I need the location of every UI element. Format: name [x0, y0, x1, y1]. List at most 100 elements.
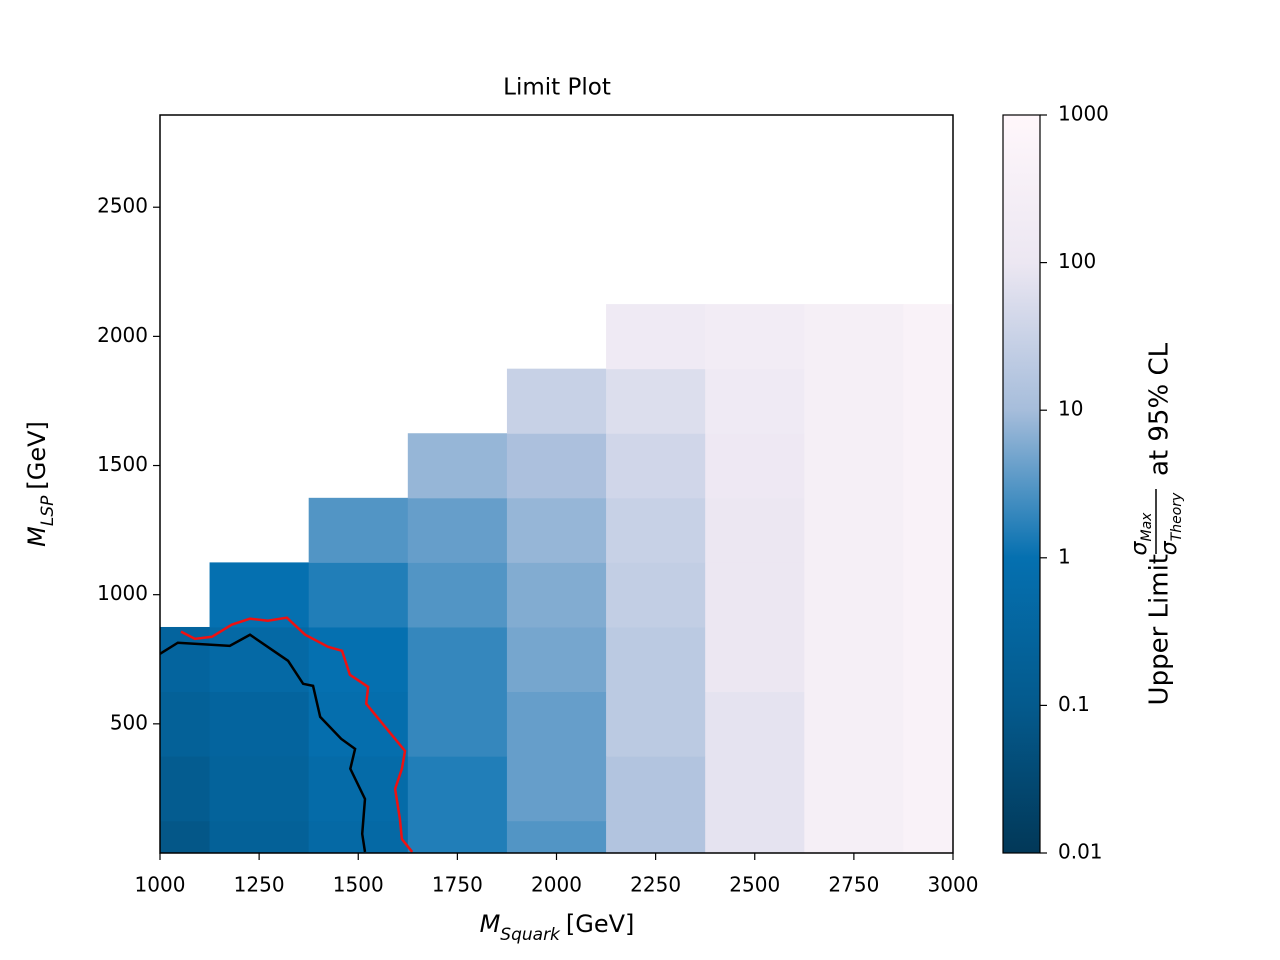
heatmap-cell [804, 756, 904, 822]
heatmap-cell [804, 820, 904, 853]
heatmap-cell [804, 626, 904, 693]
heatmap-cell [506, 368, 607, 434]
colorbar-tick-label: 0.1 [1058, 692, 1090, 716]
heatmap-cell [407, 691, 508, 757]
colorbar-tick-label: 10 [1058, 397, 1083, 421]
heatmap-cell [705, 497, 805, 563]
x-tick-label: 2750 [828, 873, 879, 897]
colorbar-num: σMax [1127, 512, 1155, 556]
heatmap-cell [407, 820, 508, 853]
y-label-symbol: M [23, 526, 51, 547]
contour-line [160, 633, 367, 853]
heatmap-cell [209, 820, 310, 853]
heatmap-cell [705, 626, 805, 693]
num-sym: σ [1127, 540, 1152, 555]
heatmap-cell [209, 562, 310, 628]
heatmap-cell [903, 626, 953, 693]
den-sub: Theory [1169, 492, 1185, 541]
heatmap-cell [705, 820, 805, 853]
heatmap-cell [804, 562, 904, 628]
heatmap-cell [606, 756, 706, 822]
x-tick-label: 2000 [531, 873, 582, 897]
heatmap-cell [804, 304, 904, 370]
heatmap-cell [506, 626, 607, 693]
heatmap-cell [506, 756, 607, 822]
heatmap-cell [804, 433, 904, 499]
heatmap-cell [506, 433, 607, 499]
heatmap-cell [506, 820, 607, 853]
heatmap-cell [209, 626, 310, 693]
x-tick-label: 1250 [234, 873, 285, 897]
y-label-sub: LSP [38, 495, 58, 526]
x-label-symbol: M [480, 910, 501, 938]
heatmap-cell [606, 562, 706, 628]
heatmap-cell [160, 756, 211, 822]
colorbar-tick-label: 1 [1058, 544, 1071, 568]
x-tick-label: 1500 [333, 873, 384, 897]
heatmap-cell [705, 562, 805, 628]
heatmap-cell [407, 562, 508, 628]
x-tick-label: 3000 [928, 873, 979, 897]
heatmap-cell [705, 756, 805, 822]
heatmap-cell [160, 820, 211, 853]
heatmap-cell [308, 820, 409, 853]
heatmap-cell [903, 691, 953, 757]
x-axis-label: MSquark [GeV] [480, 910, 635, 945]
heatmap-cell [209, 691, 310, 757]
colorbar-tick-label: 100 [1058, 249, 1096, 273]
heatmap-cell [407, 497, 508, 563]
num-sub: Max [1139, 512, 1155, 542]
heatmap-cell [903, 433, 953, 499]
x-tick-label: 2250 [630, 873, 681, 897]
y-tick-label: 2500 [97, 194, 148, 218]
y-label-unit: [GeV] [23, 421, 51, 490]
contours [160, 616, 414, 853]
y-tick-label: 1500 [97, 452, 148, 476]
y-tick-label: 500 [110, 710, 148, 734]
heatmap-cell [606, 368, 706, 434]
heatmap-cell [903, 562, 953, 628]
colorbar-label-suffix: at 95% CL [1145, 342, 1175, 476]
chart-title: Limit Plot [503, 75, 611, 101]
x-label-sub: Squark [500, 925, 561, 945]
heatmap-cell [308, 497, 409, 563]
colorbar-label-prefix: Upper Limit [1145, 554, 1175, 705]
heatmap-cell [804, 691, 904, 757]
heatmap-cell [903, 497, 953, 563]
heatmap-cell [804, 368, 904, 434]
heatmap-cell [606, 304, 706, 370]
heatmap-cell [903, 756, 953, 822]
heatmap-cell [407, 626, 508, 693]
heatmap-cell [903, 368, 953, 434]
heatmap-cell [606, 626, 706, 693]
heatmap-cell [606, 691, 706, 757]
colorbar-tick-label: 1000 [1058, 102, 1109, 126]
heatmap-cell [506, 562, 607, 628]
heatmap-cell [308, 562, 409, 628]
heatmap-cell [903, 304, 953, 370]
heatmap-cell [705, 433, 805, 499]
heatmap-cell [705, 691, 805, 757]
y-axis-label: MLSP [GeV] [23, 421, 58, 547]
heatmap-cell [804, 497, 904, 563]
heatmap-cell [606, 820, 706, 853]
x-tick-label: 2500 [729, 873, 780, 897]
heatmap-cell [407, 433, 508, 499]
heatmap-cell [606, 433, 706, 499]
colorbar-tick-label: 0.01 [1058, 840, 1103, 864]
heatmap-cell [209, 756, 310, 822]
heatmap-cell [160, 691, 211, 757]
heatmap-cell [606, 497, 706, 563]
contour-line [180, 616, 414, 853]
heatmap-cell [308, 626, 409, 693]
heatmap-cell [308, 756, 409, 822]
heatmap-cell [506, 691, 607, 757]
heatmap-cell [705, 304, 805, 370]
heatmap [160, 304, 953, 853]
colorbar-den: σTheory [1157, 492, 1185, 555]
y-tick-label: 2000 [97, 323, 148, 347]
heatmap-cell [705, 368, 805, 434]
heatmap-cell [506, 497, 607, 563]
x-tick-label: 1000 [135, 873, 186, 897]
